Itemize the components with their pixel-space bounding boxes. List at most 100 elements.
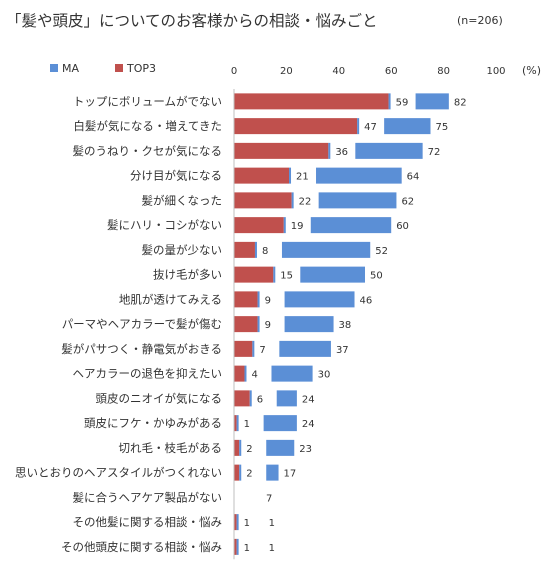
bar-top3-edge [254, 241, 257, 258]
bar-top3 [234, 192, 292, 209]
category-label: パーマやヘアカラーで髪が傷む [62, 317, 222, 331]
category-label: 髪がパサつく・静電気がおきる [61, 342, 222, 356]
bar-ma [279, 340, 331, 357]
bar-top3 [234, 538, 237, 555]
bar-top3-edge [244, 365, 247, 382]
sample-size-note: (n=206) [457, 14, 503, 27]
legend-swatch-top3 [115, 64, 123, 72]
data-label-top3: 2 [246, 469, 252, 480]
legend-swatch-ma [50, 64, 58, 72]
data-label-ma: 72 [428, 147, 441, 158]
bar-top3-edge [289, 167, 292, 184]
x-tick-label: 80 [437, 66, 450, 77]
bar-top3 [234, 415, 237, 432]
bar-top3 [234, 167, 290, 184]
legend-label-top3: TOP3 [126, 62, 156, 75]
bar-ma [284, 316, 334, 333]
bar-top3-edge [249, 390, 252, 407]
bar-top3-edge [257, 291, 260, 308]
data-label-ma: 30 [318, 370, 331, 381]
category-label: 髪が細くなった [142, 193, 223, 207]
x-tick-label: 60 [385, 66, 398, 77]
legend: MA TOP3 [50, 62, 156, 75]
bar-ma [263, 415, 297, 432]
bar-top3-edge [357, 118, 360, 135]
data-label-top3: 1 [244, 419, 250, 430]
data-label-top3: 9 [265, 320, 271, 331]
data-label-ma: 60 [396, 221, 409, 232]
data-label-ma: 50 [370, 271, 383, 282]
bar-top3 [234, 464, 240, 481]
bar-ma [271, 365, 313, 382]
bar-top3-edge [328, 142, 331, 159]
bar-ma [276, 390, 297, 407]
data-label-ma: 1 [269, 518, 275, 529]
bar-top3 [234, 93, 389, 110]
bar-top3-edge [236, 415, 239, 432]
category-label: 切れ毛・枝毛がある [119, 441, 223, 455]
bar-top3-edge [239, 464, 242, 481]
data-label-top3: 15 [280, 271, 293, 282]
data-label-ma: 37 [336, 345, 349, 356]
data-label-ma: 7 [266, 493, 272, 504]
category-label: 抜け毛が多い [153, 268, 222, 282]
bar-top3-edge [236, 538, 239, 555]
category-label: その他頭皮に関する相談・悩み [61, 540, 222, 554]
bar-ma [415, 93, 449, 110]
data-label-top3: 47 [364, 122, 377, 133]
data-label-ma: 24 [302, 394, 315, 405]
data-label-top3: 4 [251, 370, 257, 381]
data-label-ma: 52 [375, 246, 388, 257]
bar-top3 [234, 142, 329, 159]
data-label-top3: 6 [257, 394, 263, 405]
bar-ma [284, 291, 355, 308]
data-label-top3: 21 [296, 172, 309, 183]
category-label: 髪のうねり・クセが気になる [73, 144, 223, 158]
category-label: 地肌が透けてみえる [119, 292, 222, 306]
x-tick-label: 40 [332, 66, 345, 77]
data-label-top3: 36 [335, 147, 348, 158]
chart-title: 「髪や頭皮」についてのお客様からの相談・悩みごと [6, 12, 378, 30]
bar-top3-edge [273, 266, 276, 283]
bar-top3 [234, 316, 258, 333]
bar-ma [355, 142, 423, 159]
category-label: その他髪に関する相談・悩み [73, 515, 223, 529]
category-label: 白髪が気になる・増えてきた [73, 119, 222, 133]
category-label: 髪の量が少ない [142, 243, 223, 257]
unit-label: (%) [522, 64, 541, 77]
data-label-ma: 46 [360, 295, 373, 306]
data-label-top3: 22 [299, 196, 312, 207]
category-label: 思いとおりのヘアスタイルがつくれない [15, 466, 222, 480]
bar-top3-edge [236, 514, 239, 531]
bar-top3 [234, 217, 284, 234]
category-label: 分け目が気になる [130, 169, 222, 183]
bar-top3 [234, 291, 258, 308]
data-label-ma: 62 [401, 196, 414, 207]
category-label: 頭皮にフケ・かゆみがある [84, 416, 222, 430]
bar-top3 [234, 118, 358, 135]
data-label-top3: 1 [244, 518, 250, 529]
bar-ma [316, 167, 402, 184]
category-labels: トップにボリュームがでない白髪が気になる・増えてきた髪のうねり・クセが気になる分… [15, 94, 222, 554]
bar-top3-edge [257, 316, 260, 333]
data-label-top3: 7 [259, 345, 265, 356]
category-label: 髪に合うヘアケア製品がない [73, 490, 223, 504]
bar-top3 [234, 365, 245, 382]
bar-ma [300, 266, 365, 283]
data-label-ma: 64 [407, 172, 420, 183]
bar-top3 [234, 241, 255, 258]
bar-top3 [234, 439, 240, 456]
x-tick-label: 0 [231, 66, 237, 77]
data-label-ma: 23 [299, 444, 312, 455]
bar-top3 [234, 390, 250, 407]
data-label-top3: 9 [265, 295, 271, 306]
x-tick-label: 20 [280, 66, 293, 77]
bar-ma [266, 439, 295, 456]
data-label-ma: 38 [339, 320, 352, 331]
category-label: 頭皮のニオイが気になる [96, 391, 223, 405]
legend-label-ma: MA [62, 62, 79, 75]
bar-top3-edge [252, 340, 255, 357]
bar-top3-edge [291, 192, 294, 209]
data-label-top3: 19 [291, 221, 304, 232]
bar-ma [318, 192, 397, 209]
